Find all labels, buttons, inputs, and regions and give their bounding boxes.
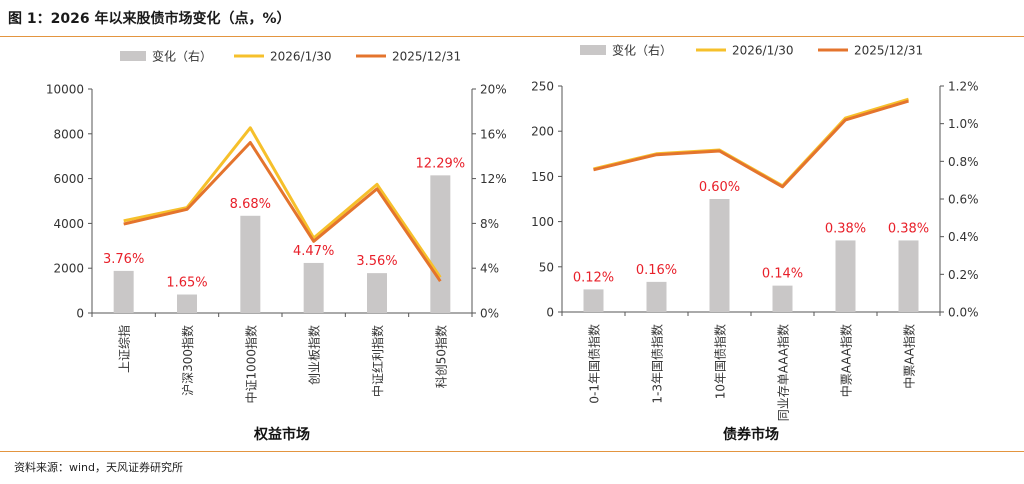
bar-data-label: 4.47% — [293, 244, 334, 259]
bar-data-label: 0.38% — [888, 221, 929, 236]
x-category-label: 中票AA指数 — [902, 324, 917, 389]
left-axis-tick-label: 50 — [539, 260, 554, 274]
legend-label: 2025/12/31 — [392, 50, 461, 64]
bar-change — [646, 281, 667, 312]
left-axis-tick-label: 0 — [76, 307, 84, 321]
x-category-label: 10年国债指数 — [713, 324, 728, 399]
right-axis-tick-label: 0.0% — [948, 306, 979, 320]
series-line-2026-1-30 — [593, 97, 909, 188]
x-category-label: 上证综指 — [117, 325, 132, 373]
series-line-2026-1-30 — [123, 126, 442, 279]
bar-change — [113, 270, 134, 313]
panel-title: 权益市场 — [253, 426, 310, 443]
x-category-label: 1-3年国债指数 — [650, 324, 665, 404]
right-axis-tick-label: 1.0% — [948, 117, 979, 131]
bar-data-label: 3.56% — [356, 254, 397, 269]
bar-data-label: 3.76% — [103, 252, 144, 267]
bar-change — [835, 240, 856, 312]
x-category-label: 沪深300指数 — [180, 325, 195, 396]
x-category-label: 0-1年国债指数 — [587, 324, 602, 404]
bar-change — [709, 199, 730, 312]
bar-data-label: 12.29% — [416, 156, 466, 171]
left-axis-tick-label: 2000 — [53, 262, 84, 276]
bar-change — [240, 215, 261, 313]
bar-data-label: 0.14% — [762, 267, 803, 282]
bar-change — [177, 294, 197, 313]
legend-label: 变化（右） — [152, 49, 212, 64]
bar-data-label: 0.38% — [825, 221, 866, 236]
x-category-label: 中证1000指数 — [243, 325, 258, 404]
series-line-2025-12-31 — [593, 99, 909, 189]
left-axis-tick-label: 8000 — [53, 127, 84, 141]
legend-label: 2025/12/31 — [854, 44, 923, 58]
left-axis-tick-label: 10000 — [46, 83, 84, 97]
left-axis-tick-label: 100 — [531, 215, 554, 229]
right-axis-tick-label: 0.2% — [948, 268, 979, 282]
bar-data-label: 8.68% — [230, 197, 271, 212]
figure-title: 图 1：2026 年以来股债市场变化（点，%） — [8, 11, 291, 27]
left-axis-tick-label: 4000 — [53, 217, 84, 231]
bar-change — [367, 273, 387, 313]
bar-change — [303, 262, 324, 313]
top-rule — [0, 36, 1024, 37]
right-axis-tick-label: 1.2% — [948, 80, 979, 94]
x-category-label: 中票AAA指数 — [839, 324, 854, 397]
equity-market-chart: 变化（右） 2026/1/30 2025/12/31 0 2000 4000 6000 800… — [46, 49, 507, 444]
bar-data-label: 0.16% — [636, 263, 677, 278]
left-axis-tick-label: 200 — [531, 125, 554, 139]
x-category-label: 创业板指数 — [307, 325, 322, 385]
panel-title: 债券市场 — [723, 426, 779, 443]
right-axis-tick-label: 8% — [480, 217, 499, 231]
bar-data-label: 1.65% — [166, 276, 207, 291]
right-axis-tick-label: 0.6% — [948, 193, 979, 207]
right-axis-tick-label: 0.8% — [948, 155, 979, 169]
left-axis-tick-label: 6000 — [53, 172, 84, 186]
right-axis-tick-label: 0% — [480, 307, 499, 321]
legend-label: 2026/1/30 — [270, 50, 332, 64]
legend-label: 2026/1/30 — [732, 44, 794, 58]
x-category-label: 科创50指数 — [433, 325, 448, 388]
x-category-label: 同业存单AAA指数 — [776, 324, 791, 421]
right-axis-tick-label: 0.4% — [948, 230, 979, 244]
bar-change — [898, 240, 919, 312]
bar-change — [583, 289, 604, 312]
right-axis-tick-label: 16% — [480, 127, 507, 141]
source-note: 资料来源：wind，天风证券研究所 — [14, 461, 184, 474]
series-line-2025-12-31 — [123, 141, 442, 283]
bar-data-label: 0.12% — [573, 270, 614, 285]
legend-label: 变化（右） — [612, 43, 672, 58]
bar-change — [772, 285, 793, 312]
right-axis-tick-label: 20% — [480, 83, 507, 97]
legend-swatch-bar — [120, 51, 146, 61]
left-axis-tick-label: 250 — [531, 80, 554, 94]
bar-data-label: 0.60% — [699, 180, 740, 195]
bar-change — [430, 175, 451, 313]
x-category-label: 中证红利指数 — [370, 325, 385, 397]
left-axis-tick-label: 150 — [531, 170, 554, 184]
bottom-rule — [0, 451, 1024, 452]
right-axis-tick-label: 4% — [480, 262, 499, 276]
left-axis-tick-label: 0 — [546, 306, 554, 320]
bond-market-chart: 变化（右） 2026/1/30 2025/12/31 0 50 100 150 200 250 0… — [531, 43, 979, 444]
right-axis-tick-label: 12% — [480, 172, 507, 186]
legend-swatch-bar — [580, 45, 606, 55]
